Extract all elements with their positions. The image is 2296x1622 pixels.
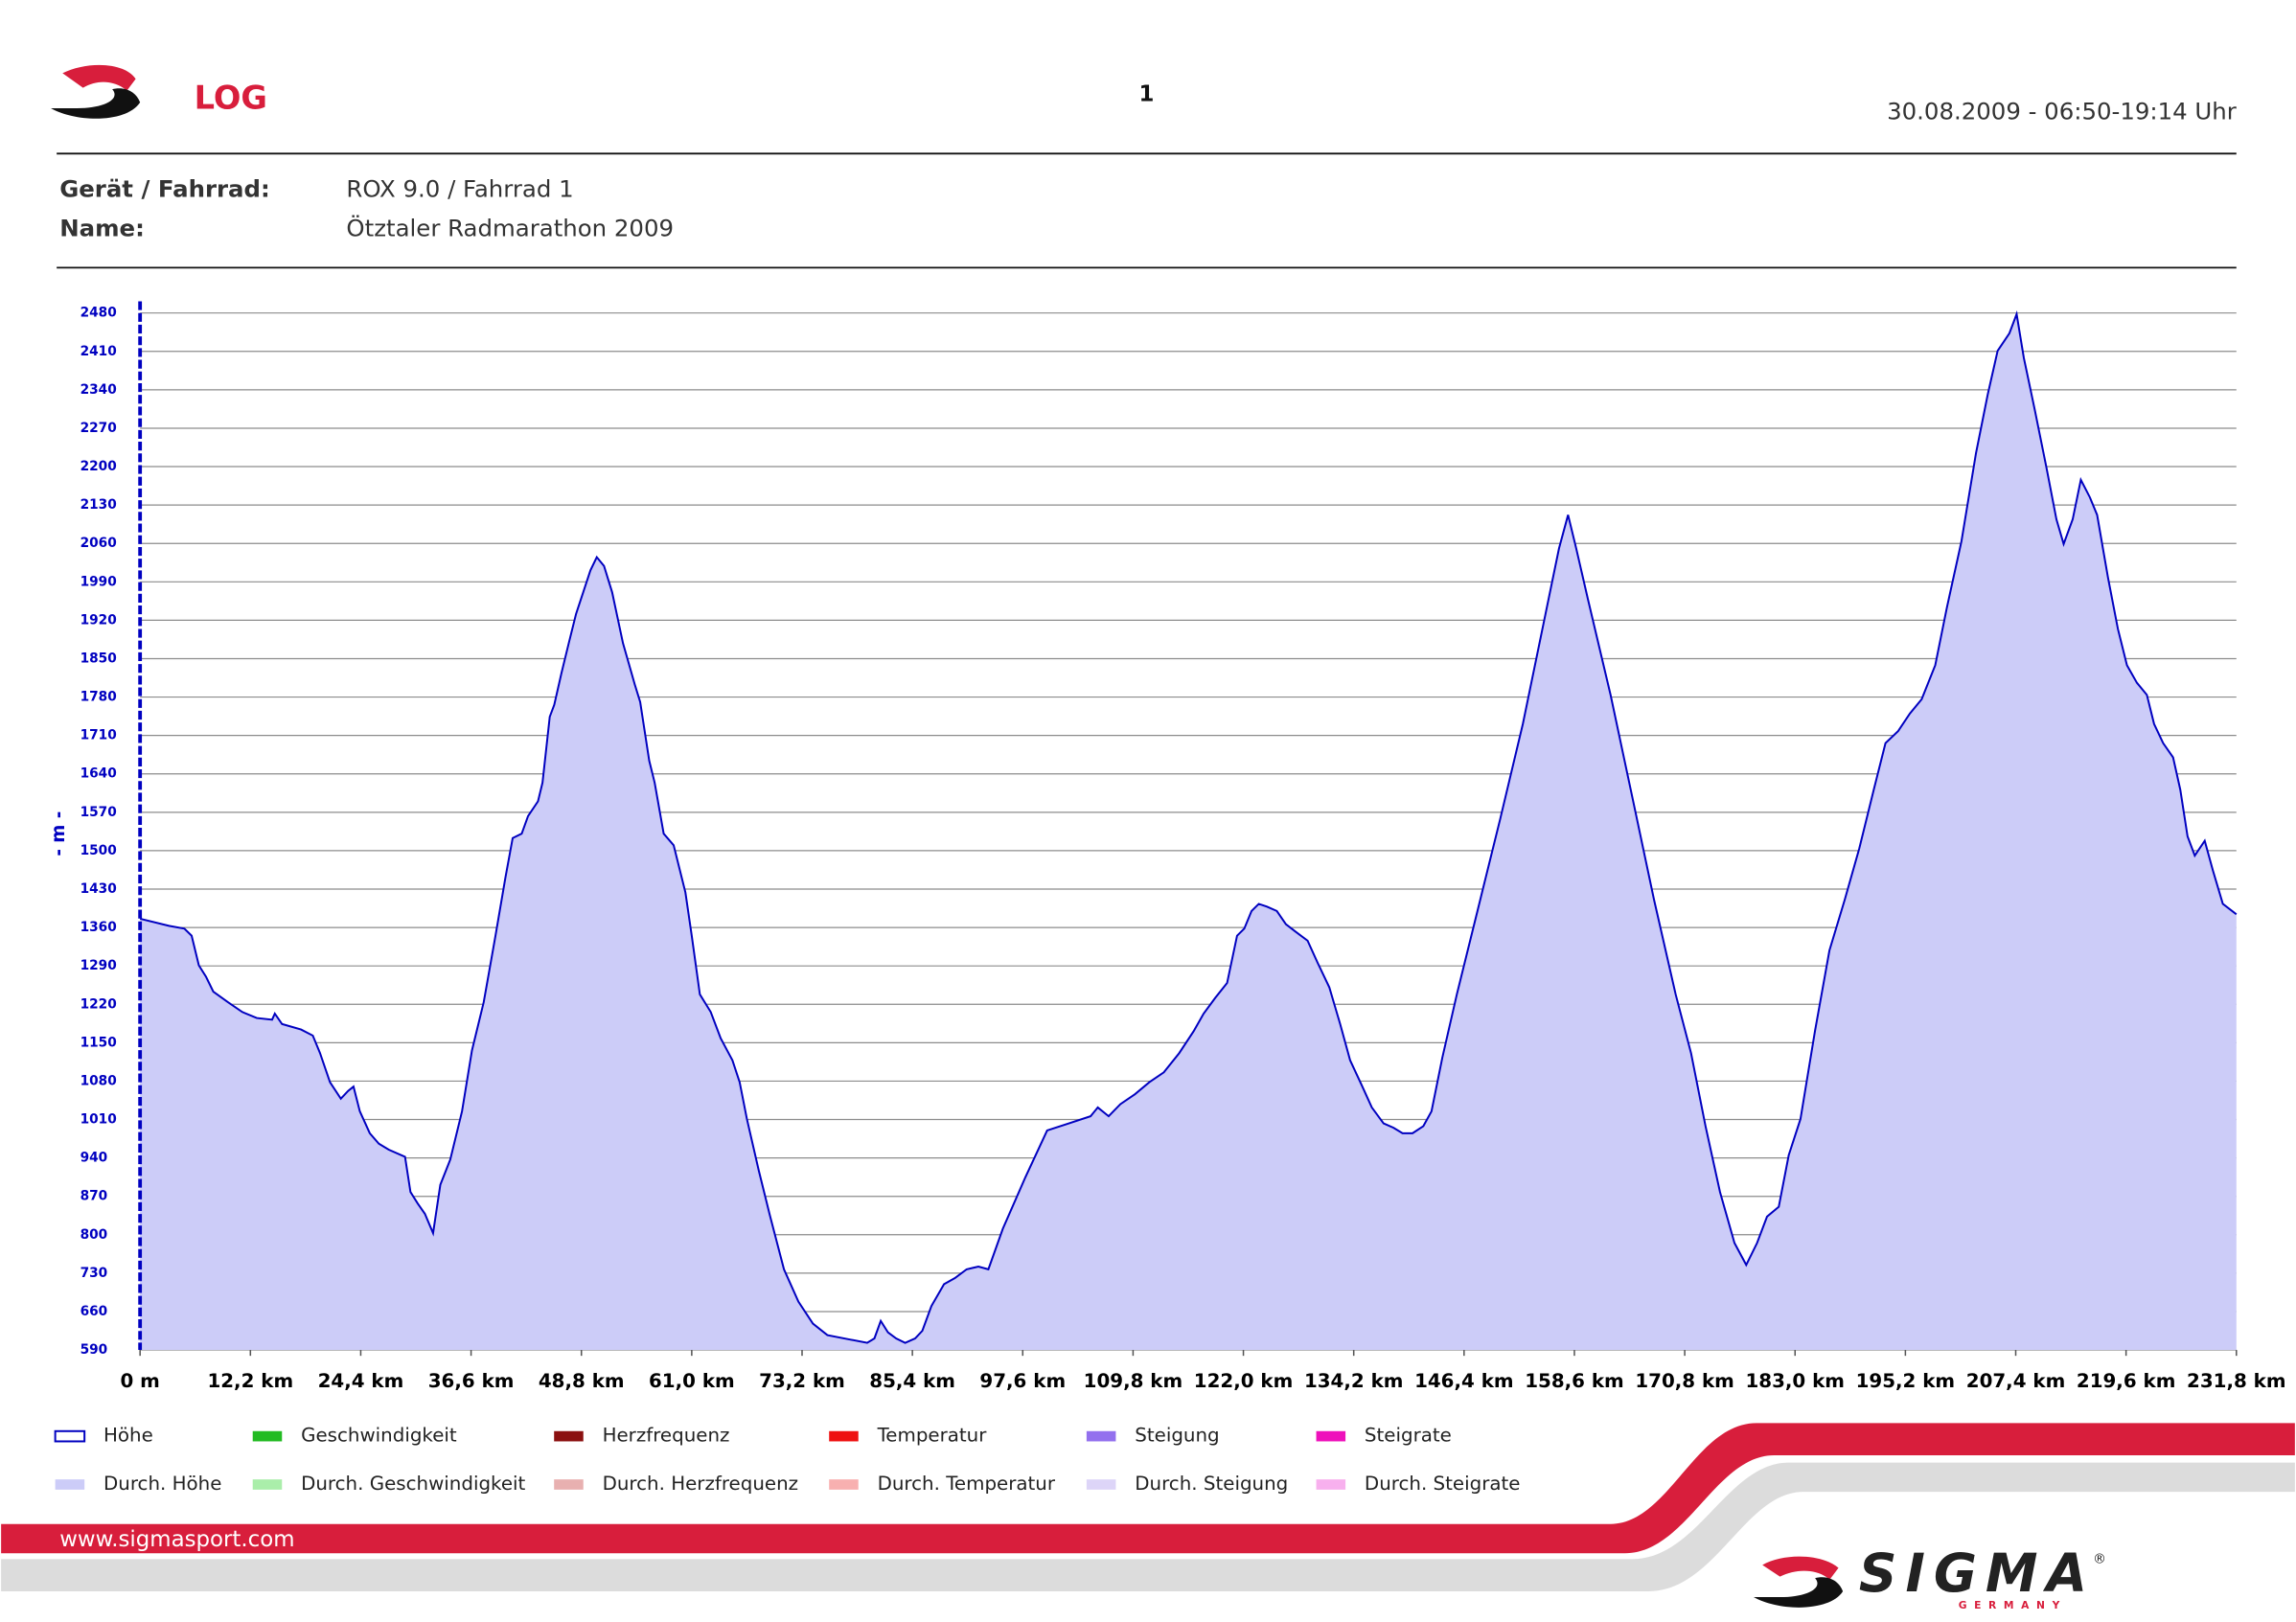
y-tick-label: 2340 — [80, 382, 117, 398]
x-tick-label: 12,2 km — [207, 1370, 293, 1392]
y-tick-label: 2480 — [80, 306, 117, 321]
legend-swatch — [1086, 1479, 1116, 1490]
legend-label: Durch. Geschwindigkeit — [301, 1473, 525, 1495]
brand: SIGMA — [1859, 1542, 2087, 1604]
y-tick-label: 590 — [80, 1342, 108, 1358]
brand-registered: ® — [2093, 1551, 2106, 1566]
field-label: Name: — [59, 215, 145, 242]
legend-label: Geschwindigkeit — [301, 1425, 457, 1447]
y-tick-label: 1850 — [80, 651, 117, 666]
legend-swatch — [554, 1479, 584, 1490]
y-tick-label: 1710 — [80, 728, 117, 743]
legend-label: Durch. Höhe — [103, 1473, 221, 1495]
legend-swatch — [54, 1429, 86, 1443]
elevation-line — [139, 310, 2238, 1344]
y-tick-label: 1920 — [80, 612, 117, 628]
y-tick-label: 730 — [80, 1266, 108, 1281]
area-fill — [140, 313, 2237, 1351]
x-tick-label: 109,8 km — [1084, 1370, 1182, 1392]
x-tick-label: 134,2 km — [1304, 1370, 1403, 1392]
y-tick-label: 1500 — [80, 843, 117, 858]
legend-swatch — [1316, 1430, 1346, 1442]
y-tick-label: 1150 — [80, 1035, 117, 1050]
legend-label: Steigrate — [1365, 1425, 1452, 1447]
x-tick-label: 85,4 km — [869, 1370, 955, 1392]
x-tick-label: 219,6 km — [2077, 1370, 2175, 1392]
x-tick-label: 207,4 km — [1966, 1370, 2065, 1392]
legend-swatch — [1316, 1479, 1346, 1490]
footer-band-gray — [1, 1462, 2295, 1591]
legend-label: Durch. Temperatur — [878, 1473, 1056, 1495]
x-tick-label: 24,4 km — [318, 1370, 404, 1392]
brand-logo-red — [1762, 1556, 1839, 1580]
x-tick-label: 0 m — [120, 1370, 159, 1392]
logo-red — [62, 64, 136, 91]
x-tick-label: 195,2 km — [1856, 1370, 1955, 1392]
x-tick-label: 61,0 km — [649, 1370, 735, 1392]
legend-swatch — [252, 1479, 283, 1490]
y-tick-label: 800 — [80, 1227, 108, 1243]
y-tick-label: 1640 — [80, 766, 117, 782]
section-title: LOG — [195, 79, 267, 116]
legend-swatch — [1086, 1430, 1116, 1442]
page-number: 1 — [1139, 82, 1155, 107]
legend-swatch — [55, 1479, 85, 1490]
x-tick-label: 36,6 km — [428, 1370, 515, 1392]
x-tick-label: 48,8 km — [539, 1370, 625, 1392]
legend-label: Steigung — [1135, 1425, 1219, 1447]
x-tick-label: 231,8 km — [2187, 1370, 2285, 1392]
y-tick-label: 1430 — [80, 881, 117, 897]
y-axis-label: - m - — [49, 811, 69, 857]
x-tick-label: 73,2 km — [759, 1370, 845, 1392]
legend-label: Durch. Steigrate — [1365, 1473, 1521, 1495]
legend-swatch — [829, 1430, 859, 1442]
legend-label: Temperatur — [877, 1425, 988, 1447]
field-label: Gerät / Fahrrad: — [59, 174, 270, 202]
legend-label: Durch. Steigung — [1135, 1473, 1288, 1495]
y-tick-label: 2130 — [80, 497, 117, 513]
y-tick-label: 2410 — [80, 344, 117, 359]
field-value: Ötztaler Radmarathon 2009 — [346, 215, 674, 242]
y-tick-label: 940 — [80, 1151, 108, 1166]
legend-swatch — [252, 1430, 283, 1442]
y-tick-label: 1780 — [80, 690, 117, 705]
y-tick-label: 1360 — [80, 920, 117, 935]
y-tick-label: 1080 — [80, 1073, 117, 1088]
y-tick-label: 1990 — [80, 574, 117, 589]
brand-logo-black — [1754, 1577, 1844, 1608]
footer-band-red — [1, 1423, 2295, 1554]
y-tick-label: 1010 — [80, 1112, 117, 1128]
footer-url: www.sigmasport.com — [59, 1527, 294, 1552]
y-tick-label: 2060 — [80, 536, 117, 551]
x-tick-label: 146,4 km — [1414, 1370, 1513, 1392]
legend-label: Höhe — [103, 1425, 153, 1447]
field-value: ROX 9.0 / Fahrrad 1 — [346, 174, 573, 202]
x-tick-label: 183,0 km — [1746, 1370, 1845, 1392]
date: 30.08.2009 - 06:50-19:14 Uhr — [1887, 98, 2238, 126]
x-tick-label: 170,8 km — [1635, 1370, 1733, 1392]
x-tick-label: 97,6 km — [979, 1370, 1066, 1392]
y-tick-label: 1570 — [80, 805, 117, 820]
y-tick-label: 1290 — [80, 958, 117, 973]
y-tick-label: 870 — [80, 1189, 108, 1204]
y-tick-label: 660 — [80, 1304, 108, 1319]
y-tick-label: 2200 — [80, 459, 117, 474]
y-tick-label: 1220 — [80, 996, 117, 1012]
legend-label: Herzfrequenz — [603, 1425, 730, 1447]
legend-label: Durch. Herzfrequenz — [603, 1473, 799, 1495]
legend-swatch — [829, 1479, 859, 1490]
logo-black — [51, 88, 141, 119]
y-tick-label: 2270 — [80, 421, 117, 436]
legend-swatch — [554, 1430, 584, 1442]
x-tick-label: 158,6 km — [1525, 1370, 1623, 1392]
x-tick-label: 122,0 km — [1194, 1370, 1293, 1392]
brand-country: GERMANY — [1959, 1599, 2067, 1611]
